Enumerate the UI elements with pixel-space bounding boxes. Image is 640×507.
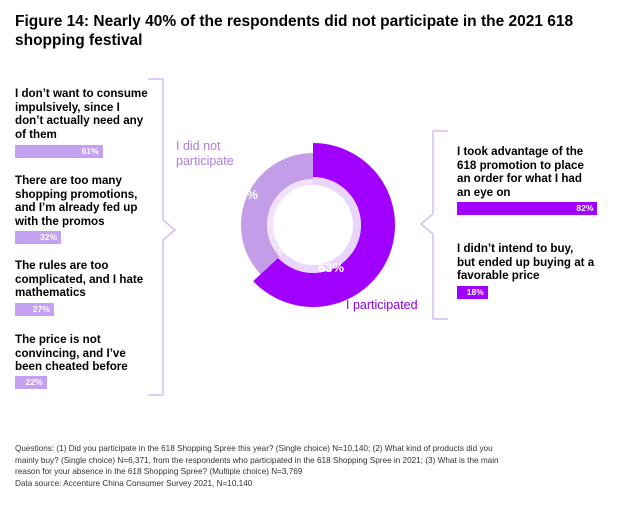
donut-slice-not-participated: [241, 153, 313, 275]
donut-svg: [241, 143, 395, 307]
reason-bar-track: 22%: [15, 376, 140, 389]
donut-inner-ring-not-participated: [267, 179, 313, 257]
donut-inner-ring-participated: [278, 177, 361, 273]
reason-bar-track: 27%: [15, 303, 140, 316]
chart-title: Figure 14: Nearly 40% of the respondents…: [15, 13, 574, 49]
outcome-bar-track: 18%: [457, 286, 617, 299]
reason-item: The price is not convincing, and I’ve be…: [15, 333, 165, 389]
reason-bar: 32%: [15, 231, 61, 244]
reason-item: There are too many shopping promotions, …: [15, 174, 165, 244]
outcome-item: I didn’t intend to buy, but ended up buy…: [457, 242, 622, 299]
slice-label-not-participated: 37%: [232, 187, 259, 202]
reason-item: The rules are too complicated, and I hat…: [15, 259, 165, 316]
participation-donut: 63% 37%: [228, 140, 398, 310]
segment-label-participated: I participated: [346, 298, 418, 312]
reason-bar: 61%: [15, 145, 103, 158]
reason-bar-track: 32%: [15, 231, 140, 244]
segment-label-not-participated: I did not participate: [176, 139, 234, 168]
outcome-label: I took advantage of the 618 promotion to…: [457, 145, 584, 199]
slice-label-participated: 63%: [318, 260, 345, 275]
reason-label: I don’t want to consume impulsively, sin…: [15, 87, 148, 141]
outcome-item: I took advantage of the 618 promotion to…: [457, 145, 622, 215]
reason-bar: 22%: [15, 376, 47, 389]
reason-label: There are too many shopping promotions, …: [15, 174, 138, 228]
left-bracket: [148, 78, 177, 396]
reason-label: The rules are too complicated, and I hat…: [15, 259, 144, 299]
reason-label: The price is not convincing, and I’ve be…: [15, 333, 128, 373]
donut-slice-participated: [253, 143, 395, 307]
outcome-bar-track: 82%: [457, 202, 617, 215]
reason-item: I don’t want to consume impulsively, sin…: [15, 87, 165, 158]
outcome-bar: 18%: [457, 286, 488, 299]
outcome-bar: 82%: [457, 202, 598, 215]
reason-bar-track: 61%: [15, 145, 140, 158]
footnote: Questions: (1) Did you participate in th…: [15, 444, 499, 488]
reason-bar: 27%: [15, 303, 54, 316]
outcome-label: I didn’t intend to buy, but ended up buy…: [457, 242, 595, 282]
right-bracket: [420, 130, 448, 320]
